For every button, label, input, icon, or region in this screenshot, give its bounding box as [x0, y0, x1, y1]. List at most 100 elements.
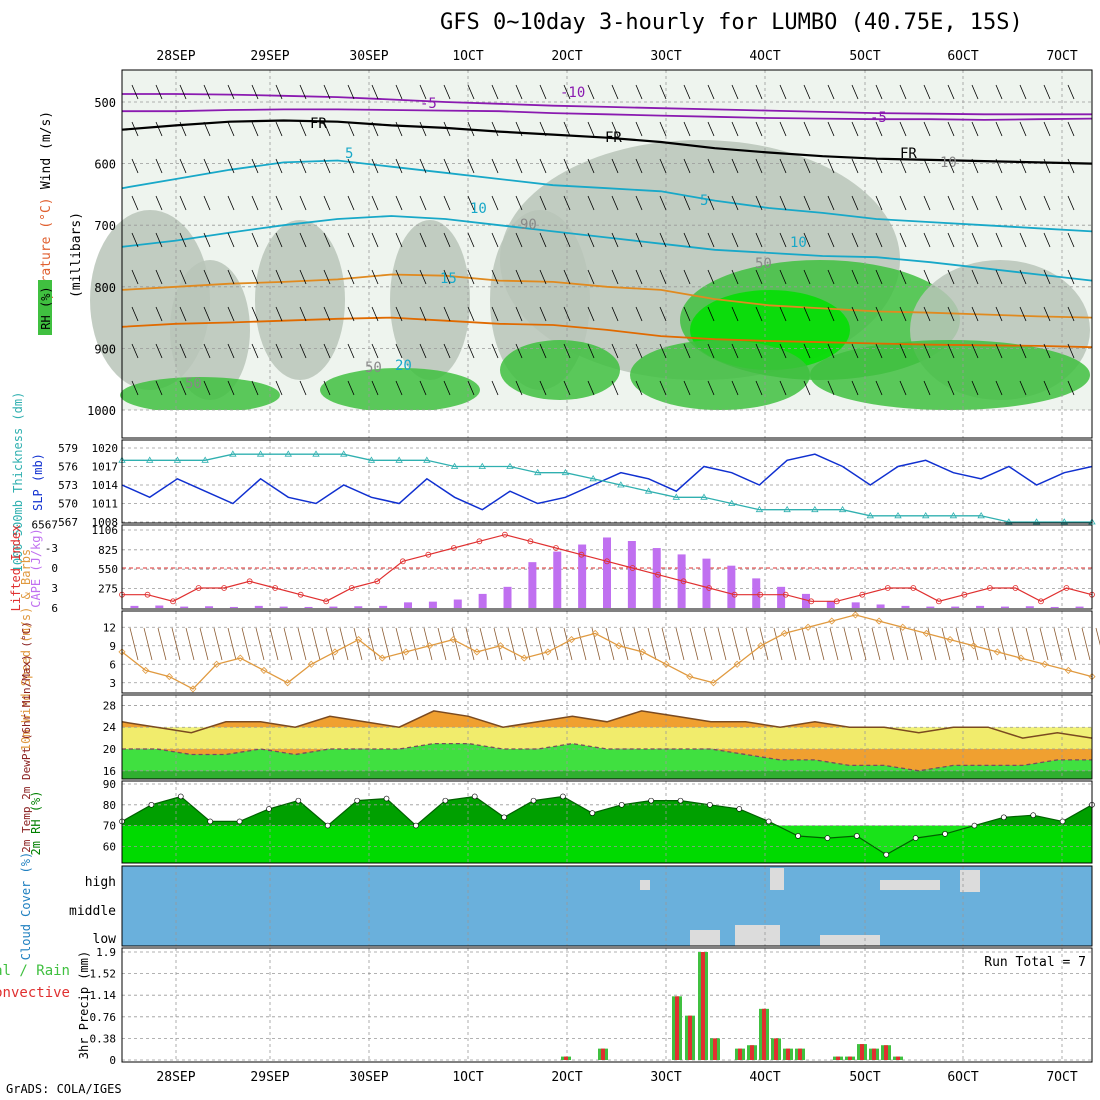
upper-wind-barb — [515, 84, 523, 100]
upper-wind-barb — [635, 195, 643, 211]
cape-bar — [652, 548, 661, 608]
surface-wind-barb — [1081, 627, 1091, 661]
upper-wind-barb — [275, 380, 283, 396]
upper-wind-barb — [923, 232, 931, 248]
upper-wind-barb — [227, 306, 235, 322]
upper-wind-barb — [299, 195, 307, 211]
rh-shade-region — [170, 260, 250, 400]
upper-wind-barb — [803, 232, 811, 248]
rh-marker — [560, 793, 566, 800]
thickness-tick-label: 576 — [58, 461, 78, 474]
upper-wind-barb — [923, 195, 931, 211]
thickness-marker — [367, 456, 376, 463]
bottom-date-label: 28SEP — [156, 1070, 195, 1085]
precip-convective-bar — [762, 1008, 766, 1060]
upper-wind-barb — [1043, 306, 1051, 322]
upper-wind-barb — [659, 343, 667, 359]
upper-wind-barb — [1067, 121, 1075, 137]
dewpoint-line — [122, 742, 1092, 772]
rh-marker — [736, 806, 743, 812]
li-marker — [986, 585, 993, 591]
surface-wind-barb — [815, 627, 825, 661]
thickness-marker — [922, 512, 930, 519]
upper-wind-barb — [683, 306, 691, 322]
surface-wind-barb — [913, 627, 923, 661]
rh-marker — [295, 797, 302, 804]
wind-speed-marker — [638, 648, 647, 656]
upper-wind-barb — [587, 195, 595, 211]
upper-wind-barb — [539, 158, 547, 174]
wind-speed-marker — [402, 648, 410, 656]
upper-wind-barb — [251, 158, 259, 174]
upper-wind-barb — [467, 84, 475, 100]
upper-wind-barb — [227, 195, 235, 211]
upper-wind-barb — [1043, 84, 1051, 100]
upper-wind-barb — [131, 121, 139, 137]
thickness-marker — [284, 450, 292, 457]
cloud-block — [640, 880, 650, 890]
upper-wind-barb — [299, 343, 307, 359]
upper-wind-barb — [467, 343, 475, 359]
thickness-marker — [256, 450, 265, 457]
upper-wind-barb — [539, 306, 547, 322]
surface-wind-barb — [899, 627, 909, 661]
upper-wind-barb — [1019, 343, 1027, 359]
isotherm-line — [121, 215, 1093, 282]
cape-bar — [528, 562, 537, 608]
surface-wind-barb — [143, 627, 153, 661]
cape-bar — [503, 586, 512, 608]
upper-wind-barb — [851, 306, 859, 322]
upper-wind-barb — [779, 84, 787, 100]
upper-wind-barb — [395, 306, 403, 322]
upper-wind-barb — [227, 380, 235, 396]
upper-wind-barb — [347, 84, 355, 100]
li-marker — [425, 551, 432, 558]
cape-bar — [329, 606, 338, 608]
rh-area-bright — [122, 825, 1092, 863]
bottom-date-label: 5OCT — [849, 1070, 880, 1085]
upper-wind-barb — [611, 232, 619, 248]
upper-wind-barb — [323, 269, 331, 285]
upper-wind-barb — [611, 158, 619, 174]
slp-tick-label: 1020 — [92, 442, 119, 455]
upper-wind-barb — [395, 380, 403, 396]
contour-label: -10 — [560, 85, 585, 101]
upper-wind-barb — [587, 269, 595, 285]
upper-wind-barb — [923, 306, 931, 322]
precip-convective-bar — [836, 1056, 840, 1060]
upper-wind-barb — [1043, 158, 1051, 174]
upper-wind-barb — [323, 84, 331, 100]
wind-speed-marker — [733, 660, 741, 668]
upper-wind-barb — [491, 232, 499, 248]
upper-wind-barb — [827, 380, 835, 396]
rh-marker — [589, 810, 596, 816]
cape-bar — [901, 605, 910, 608]
rh-tick-label: 70 — [103, 820, 116, 833]
bottom-date-label: 6OCT — [947, 1070, 978, 1085]
surface-wind-barb — [367, 627, 377, 661]
rh-marker — [324, 822, 331, 829]
li-marker — [501, 531, 508, 538]
upper-wind-barb — [731, 343, 739, 359]
li-marker — [935, 598, 942, 605]
surface-wind-barb — [381, 627, 391, 661]
cape-tick-label: 275 — [98, 583, 118, 596]
upper-wind-barb — [347, 158, 355, 174]
surface-wind-barb — [465, 627, 475, 661]
thickness-marker — [838, 505, 847, 513]
upper-wind-barb — [851, 380, 859, 396]
thickness-marker — [340, 450, 348, 457]
upper-wind-barb — [299, 84, 307, 100]
slp-tick-label: 1008 — [92, 516, 119, 529]
rh-marker — [442, 797, 449, 804]
upper-wind-barb — [179, 306, 187, 322]
surface-wind-barb — [1067, 627, 1077, 661]
cloud-level-label: low — [93, 932, 117, 947]
upper-wind-barb — [803, 158, 811, 174]
contour-label: FR — [900, 146, 917, 162]
ylabel-thickness: 1000-500mb Thickness (dm) — [11, 392, 25, 573]
bottom-date-label: 30SEP — [349, 1070, 388, 1085]
upper-wind-barb — [419, 343, 427, 359]
precip-tick-label: 0.76 — [90, 1011, 117, 1024]
upper-wind-barb — [995, 232, 1003, 248]
